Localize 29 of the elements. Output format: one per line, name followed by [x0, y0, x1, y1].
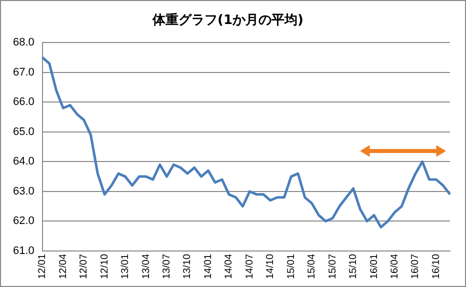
x-tick-label: 12/01	[37, 254, 48, 280]
x-tick-label: 14/01	[202, 254, 214, 280]
x-tick-label: 16/07	[410, 254, 422, 280]
y-tick-label: 61.0	[12, 245, 34, 258]
y-tick-label: 66.0	[12, 96, 34, 108]
x-tick-label: 14/07	[244, 254, 256, 280]
y-tick-label: 67.0	[12, 66, 34, 78]
y-tick-label: 64.0	[12, 156, 34, 168]
x-tick-label: 13/07	[162, 254, 173, 280]
x-tick-label: 14/10	[265, 254, 276, 280]
x-tick-label: 12/10	[99, 254, 110, 280]
x-tick-label: 16/04	[389, 254, 400, 280]
x-tick-label: 15/07	[327, 254, 338, 280]
x-tick-label: 13/10	[182, 254, 194, 280]
y-tick-label: 65.0	[12, 126, 34, 138]
x-tick-label: 13/01	[120, 254, 132, 280]
x-tick-label: 14/04	[224, 254, 235, 280]
x-tick-label: 16/01	[368, 254, 380, 280]
y-tick-label: 68.0	[12, 36, 34, 49]
y-tick-label: 63.0	[12, 185, 34, 198]
y-tick-label: 62.0	[12, 215, 34, 228]
x-tick-label: 12/07	[78, 254, 90, 280]
x-tick-label: 16/10	[430, 254, 442, 280]
x-tick-label: 13/04	[140, 254, 152, 280]
x-tick-label: 15/01	[286, 254, 297, 280]
x-tick-label: 12/04	[58, 254, 69, 280]
chart-title: 体重グラフ(1か月の平均)	[152, 12, 304, 28]
x-tick-label: 15/10	[348, 254, 360, 280]
x-tick-label: 15/04	[306, 254, 318, 280]
